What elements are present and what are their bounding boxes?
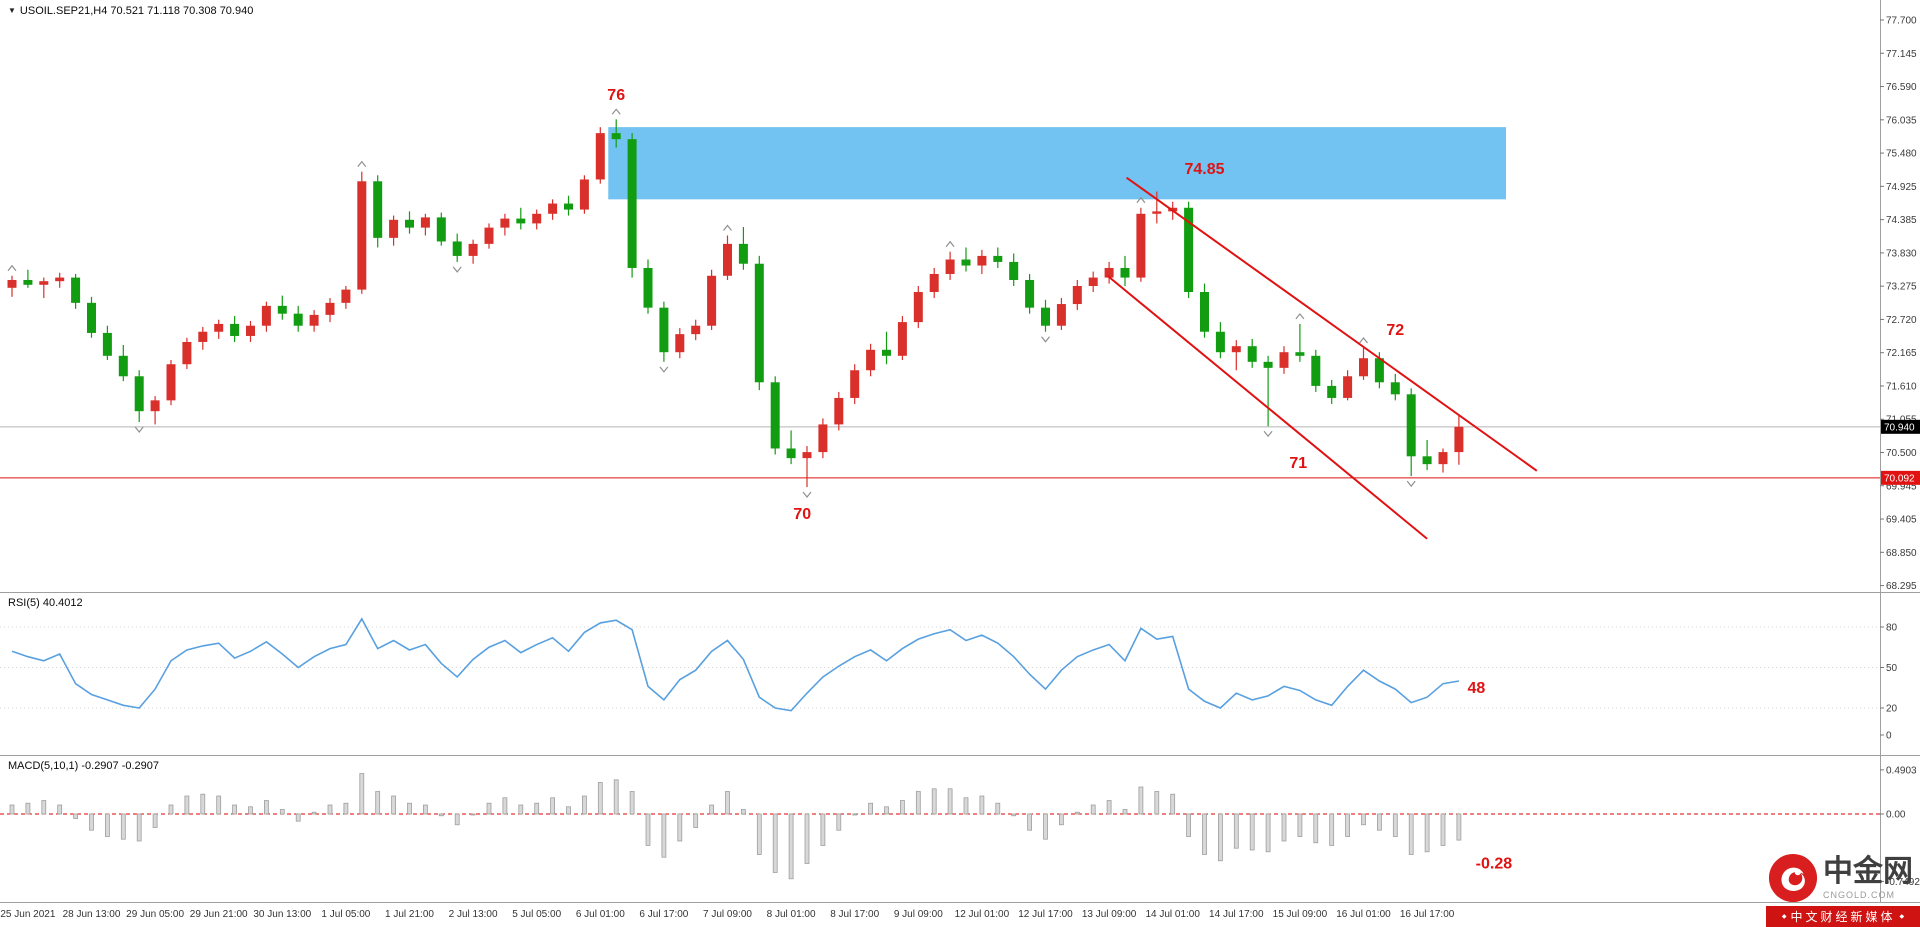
trendlines-layer xyxy=(1106,176,1538,540)
svg-text:12 Jul 01:00: 12 Jul 01:00 xyxy=(955,909,1010,920)
symbol-dropdown-icon[interactable]: ▼ xyxy=(8,6,16,15)
svg-text:75.480: 75.480 xyxy=(1886,149,1917,160)
svg-text:0.00: 0.00 xyxy=(1886,810,1906,821)
svg-text:70.500: 70.500 xyxy=(1886,448,1917,459)
cngold-logo-icon xyxy=(1768,853,1818,903)
svg-text:70.092: 70.092 xyxy=(1884,473,1915,484)
resistance-zone xyxy=(608,127,1506,200)
fractals-layer xyxy=(7,108,1416,498)
price-tags: 70.940 70.092 xyxy=(1881,419,1920,485)
annotations-layer: 76 74.85 72 71 70 48 -0.28 xyxy=(607,87,1512,872)
annotation-text: 72 xyxy=(1386,322,1404,339)
rsi-line xyxy=(11,617,1460,712)
price-axis[interactable]: 77.700 77.145 76.590 76.035 75.480 74.925 74.3… xyxy=(1880,16,1920,888)
svg-text:7 Jul 09:00: 7 Jul 09:00 xyxy=(703,909,752,920)
svg-text:-0.7492: -0.7492 xyxy=(1886,877,1920,888)
watermark-tagline-banner: ◆ 中文财经新媒体 ◆ xyxy=(1766,906,1920,927)
svg-text:16 Jul 01:00: 16 Jul 01:00 xyxy=(1336,909,1391,920)
macd-indicator-label: MACD(5,10,1) -0.2907 -0.2907 xyxy=(8,760,160,772)
annotation-text: 76 xyxy=(607,87,625,104)
annotation-text: 70 xyxy=(793,506,811,523)
svg-text:76.590: 76.590 xyxy=(1886,82,1917,93)
svg-text:12 Jul 17:00: 12 Jul 17:00 xyxy=(1018,909,1073,920)
panel-separators[interactable] xyxy=(0,0,1920,903)
diamond-icon: ◆ xyxy=(1781,914,1787,920)
svg-text:13 Jul 09:00: 13 Jul 09:00 xyxy=(1082,909,1137,920)
svg-text:77.145: 77.145 xyxy=(1886,49,1917,60)
svg-text:15 Jul 09:00: 15 Jul 09:00 xyxy=(1273,909,1328,920)
watermark-domain: CNGOLD.COM xyxy=(1823,889,1896,900)
svg-text:76.035: 76.035 xyxy=(1886,115,1917,126)
svg-text:6 Jul 17:00: 6 Jul 17:00 xyxy=(639,909,688,920)
svg-text:29 Jun 21:00: 29 Jun 21:00 xyxy=(190,909,248,920)
svg-text:14 Jul 17:00: 14 Jul 17:00 xyxy=(1209,909,1264,920)
svg-text:50: 50 xyxy=(1886,663,1898,674)
svg-text:70.940: 70.940 xyxy=(1884,422,1915,433)
svg-text:2 Jul 13:00: 2 Jul 13:00 xyxy=(449,909,498,920)
svg-text:8 Jul 17:00: 8 Jul 17:00 xyxy=(830,909,879,920)
annotation-text: 74.85 xyxy=(1184,161,1224,178)
diamond-icon: ◆ xyxy=(1899,914,1905,920)
svg-text:74.925: 74.925 xyxy=(1886,182,1917,193)
time-axis[interactable]: 25 Jun 2021 28 Jun 13:00 29 Jun 05:00 29 Ju… xyxy=(0,909,1454,920)
watermark-name: 中金网 xyxy=(1823,855,1913,889)
macd-histogram xyxy=(0,773,1880,880)
svg-text:74.385: 74.385 xyxy=(1886,215,1917,226)
svg-text:71.610: 71.610 xyxy=(1886,381,1917,392)
svg-text:25 Jun 2021: 25 Jun 2021 xyxy=(0,909,55,920)
symbol-ohlc-text: USOIL.SEP21,H4 70.521 71.118 70.308 70.9… xyxy=(19,5,254,17)
svg-text:8 Jul 01:00: 8 Jul 01:00 xyxy=(767,909,816,920)
annotation-text: 71 xyxy=(1289,455,1307,472)
svg-text:20: 20 xyxy=(1886,704,1898,715)
candles-layer xyxy=(7,119,1464,488)
symbol-ohlc-bar: ▼ USOIL.SEP21,H4 70.521 71.118 70.308 70.… xyxy=(8,5,253,17)
svg-text:69.945: 69.945 xyxy=(1886,481,1917,492)
svg-text:1 Jul 21:00: 1 Jul 21:00 xyxy=(385,909,434,920)
watermark-brand: 中金网 CNGOLD.COM xyxy=(1766,853,1920,906)
svg-text:14 Jul 01:00: 14 Jul 01:00 xyxy=(1145,909,1200,920)
svg-text:73.275: 73.275 xyxy=(1886,282,1917,293)
svg-text:6 Jul 01:00: 6 Jul 01:00 xyxy=(576,909,625,920)
svg-text:9 Jul 09:00: 9 Jul 09:00 xyxy=(894,909,943,920)
svg-text:0.4903: 0.4903 xyxy=(1886,765,1917,776)
svg-text:28 Jun 13:00: 28 Jun 13:00 xyxy=(63,909,121,920)
svg-text:69.405: 69.405 xyxy=(1886,515,1917,526)
watermark: 中金网 CNGOLD.COM ◆ 中文财经新媒体 ◆ xyxy=(1766,853,1920,927)
hlines-layer xyxy=(0,426,1880,479)
rsi-indicator-label: RSI(5) 40.4012 xyxy=(8,597,83,609)
svg-text:5 Jul 05:00: 5 Jul 05:00 xyxy=(512,909,561,920)
svg-text:30 Jun 13:00: 30 Jun 13:00 xyxy=(253,909,311,920)
svg-text:72.720: 72.720 xyxy=(1886,315,1917,326)
svg-text:68.295: 68.295 xyxy=(1886,581,1917,592)
svg-text:1 Jul 05:00: 1 Jul 05:00 xyxy=(321,909,370,920)
svg-text:80: 80 xyxy=(1886,623,1898,634)
svg-text:29 Jun 05:00: 29 Jun 05:00 xyxy=(126,909,184,920)
svg-text:0: 0 xyxy=(1886,731,1892,742)
rsi-panel xyxy=(0,617,1880,712)
annotation-text: 48 xyxy=(1467,680,1485,697)
svg-text:16 Jul 17:00: 16 Jul 17:00 xyxy=(1400,909,1455,920)
svg-text:72.165: 72.165 xyxy=(1886,348,1917,359)
svg-text:68.850: 68.850 xyxy=(1886,548,1917,559)
svg-text:73.830: 73.830 xyxy=(1886,248,1917,259)
watermark-tagline: 中文财经新媒体 xyxy=(1790,910,1896,924)
annotation-text: -0.28 xyxy=(1476,856,1513,873)
svg-text:77.700: 77.700 xyxy=(1886,16,1917,27)
